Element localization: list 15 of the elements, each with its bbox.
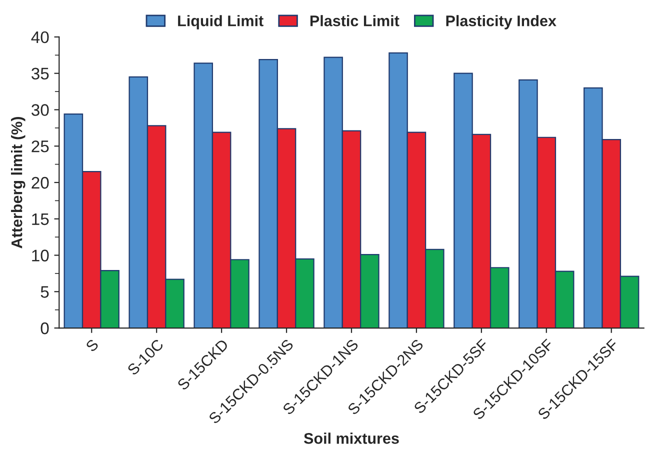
y-axis-title: Atterberg limit (%) bbox=[11, 117, 26, 248]
y-tick-label: 20 bbox=[32, 176, 49, 189]
y-tick-label: 30 bbox=[32, 104, 49, 116]
y-tick-label: 5 bbox=[40, 286, 49, 298]
x-tick-label: S bbox=[85, 338, 100, 352]
y-tick-label: 10 bbox=[32, 250, 49, 262]
legend-label: Liquid Limit bbox=[178, 15, 264, 30]
legend-label: Plastic Limit bbox=[310, 15, 400, 26]
y-tick-label: 0 bbox=[40, 322, 49, 334]
x-axis-title: Soil mixtures bbox=[304, 432, 399, 444]
y-tick-label: 35 bbox=[32, 68, 49, 80]
y-tick-label: 15 bbox=[32, 213, 49, 226]
legend-label: Plasticity Index bbox=[446, 15, 556, 30]
y-tick-label: 25 bbox=[32, 140, 49, 152]
y-tick-label: 40 bbox=[31, 31, 49, 44]
